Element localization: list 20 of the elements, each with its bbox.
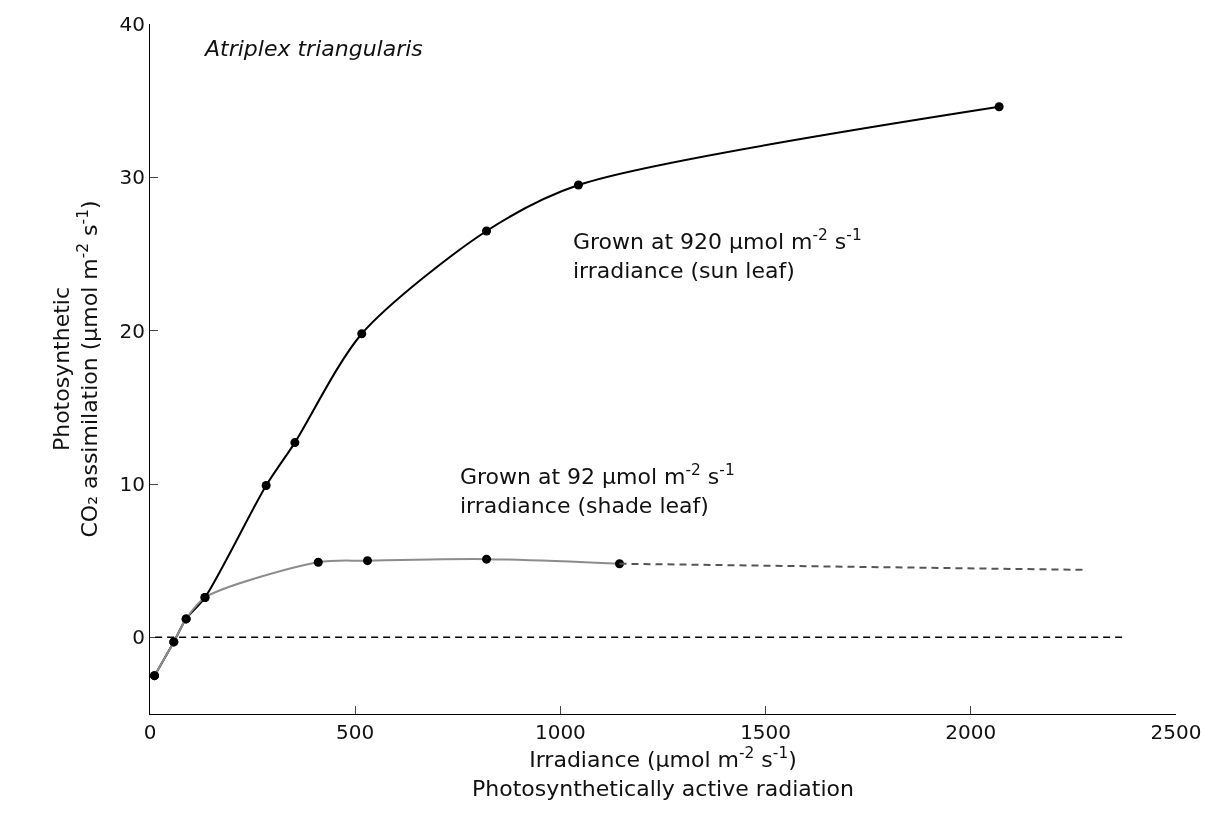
point (994, 102, 1004, 112)
text: Atriplex triangularis (203, 36, 423, 61)
x-tick-label: 500 (336, 720, 375, 744)
text: Grown at 920 µmol m$^{-2}$ s$^{-1}$ irradiance (sun leaf) (573, 226, 862, 283)
point (261, 481, 271, 491)
y-tick-label: 0 (132, 625, 145, 650)
y-tick-label: 40 (119, 12, 145, 36)
y-tick-label: 10 (119, 472, 145, 496)
x-tick-label: 2500 (1150, 720, 1202, 744)
x-tick-label: 2000 (945, 720, 997, 744)
annotation: Grown at 92 µmol m$^{-2}$ s$^{-1}$ irradiance (shade leaf) (460, 461, 735, 518)
y-tick-label: 30 (119, 165, 145, 190)
y-tick-label: 20 (119, 318, 145, 343)
point (357, 329, 367, 339)
x-tick-label: 1500 (740, 720, 792, 744)
point (482, 226, 492, 236)
x-tick-label: 1000 (534, 720, 586, 744)
point (573, 180, 583, 190)
x-axis-title: Irradiance (µmol m$^{-2}$ s$^{-1}$) Photosynthetically active radiation (472, 744, 854, 801)
point (290, 438, 300, 448)
